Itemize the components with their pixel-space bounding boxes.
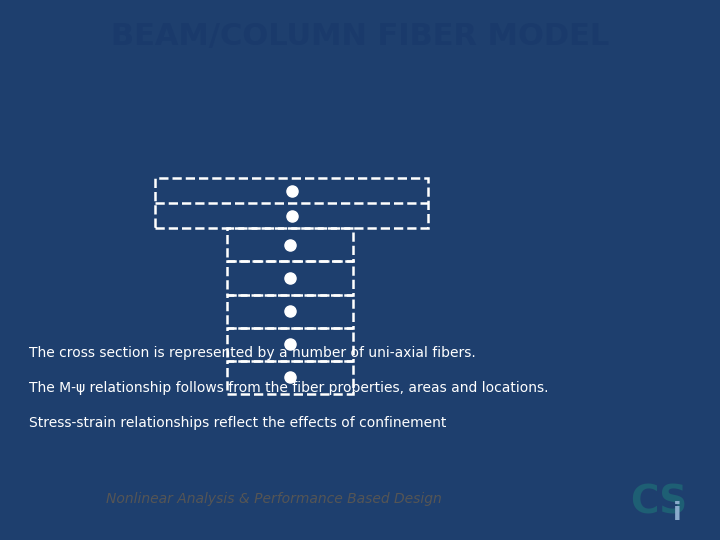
Bar: [227, 261, 353, 294]
Bar: [227, 328, 353, 361]
Text: CS: CS: [630, 483, 688, 522]
Bar: [155, 178, 428, 228]
Bar: [227, 228, 353, 261]
Text: The cross section is represented by a number of uni-axial fibers.: The cross section is represented by a nu…: [29, 346, 475, 360]
Text: BEAM/COLUMN FIBER MODEL: BEAM/COLUMN FIBER MODEL: [111, 22, 609, 51]
Bar: [227, 361, 353, 394]
Bar: [227, 294, 353, 328]
Text: Nonlinear Analysis & Performance Based Design: Nonlinear Analysis & Performance Based D…: [106, 492, 441, 507]
Text: i: i: [673, 501, 682, 524]
Text: Stress-strain relationships reflect the effects of confinement: Stress-strain relationships reflect the …: [29, 416, 446, 430]
Text: The M-ψ relationship follows from the fiber properties, areas and locations.: The M-ψ relationship follows from the fi…: [29, 381, 549, 395]
